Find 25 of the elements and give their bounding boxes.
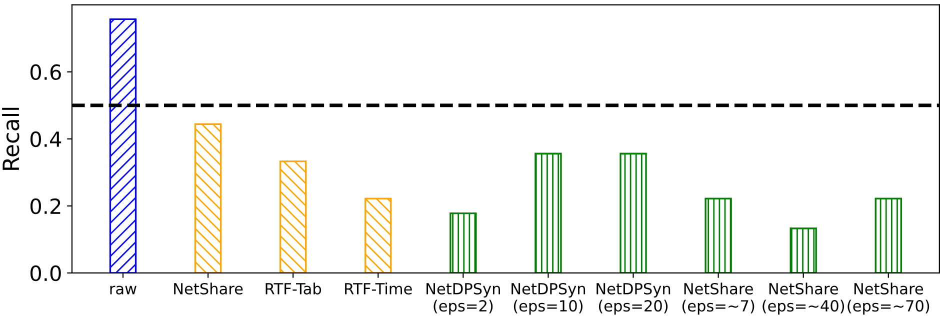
- bar: [364, 198, 392, 273]
- x-tick-label: NetDPSyn (eps=10): [512, 282, 586, 315]
- x-tick-label: NetShare (eps=~70): [848, 282, 930, 315]
- bar: [534, 152, 562, 273]
- y-axis-title: Recall: [2, 108, 20, 170]
- y-tick-label: 0.4: [30, 131, 62, 148]
- x-tick-label: NetDPSyn (eps=2): [426, 282, 500, 315]
- bar: [279, 160, 307, 273]
- x-tick-label: raw: [110, 286, 136, 295]
- y-tick-label: 0.2: [30, 198, 60, 214]
- x-tick-label: NetDPSyn (eps=20): [596, 282, 670, 315]
- x-tick-label: RTF-Time: [345, 282, 412, 295]
- bar: [194, 123, 222, 273]
- bar: [620, 152, 647, 273]
- bar: [450, 212, 477, 273]
- y-tick-label: 0.0: [30, 265, 61, 282]
- x-tick-label: RTF-Tab: [266, 282, 322, 295]
- y-tick-label: 0.6: [30, 64, 61, 80]
- x-tick-label: NetShare (eps=~40): [762, 282, 844, 315]
- bar: [874, 198, 902, 273]
- bar: [704, 198, 732, 273]
- bar: [109, 18, 137, 273]
- x-tick-label: NetShare: [174, 282, 243, 295]
- x-tick-label: NetShare (eps=~7): [682, 282, 754, 315]
- bar: [790, 228, 817, 273]
